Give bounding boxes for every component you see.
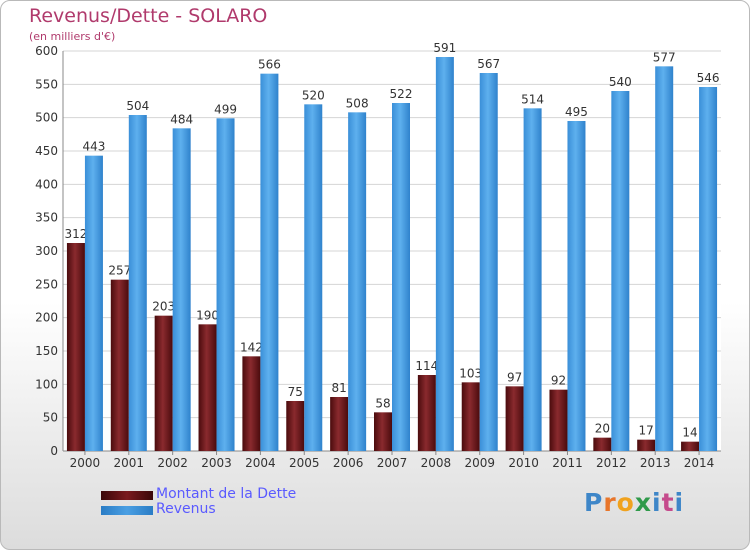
debt-bar	[286, 401, 305, 451]
revenue-bar	[172, 128, 191, 451]
revenue-bar	[479, 73, 498, 451]
data-label: 508	[346, 96, 369, 110]
debt-bar	[154, 315, 173, 451]
data-label: 499	[214, 102, 237, 116]
revenue-bar	[611, 91, 630, 451]
data-label: 495	[565, 105, 588, 119]
data-label: 566	[258, 58, 281, 72]
legend-label-debt: Montant de la Dette	[156, 486, 297, 502]
data-label: 17	[639, 424, 654, 438]
revenue-bar	[523, 108, 542, 451]
x-tick-label: 2000	[70, 456, 101, 470]
x-tick-label: 2011	[552, 456, 583, 470]
data-label: 567	[477, 57, 500, 71]
x-tick-label: 2002	[157, 456, 188, 470]
x-tick-label: 2005	[289, 456, 320, 470]
data-label: 484	[170, 112, 193, 126]
debt-bar	[198, 324, 217, 451]
legend-swatch-debt	[101, 491, 153, 500]
y-tick-label: 350	[35, 211, 58, 225]
revenue-bar	[348, 112, 367, 451]
proxiti-logo: Proxiti	[584, 488, 685, 517]
debt-bar	[66, 243, 85, 451]
data-label: 312	[64, 227, 87, 241]
data-label: 97	[507, 370, 522, 384]
debt-bar	[330, 397, 349, 451]
data-label: 81	[331, 381, 346, 395]
data-label: 504	[126, 99, 149, 113]
x-tick-label: 2009	[464, 456, 495, 470]
x-tick-label: 2014	[684, 456, 715, 470]
data-label: 20	[595, 422, 610, 436]
data-label: 591	[433, 41, 456, 55]
x-tick-label: 2012	[596, 456, 627, 470]
x-tick-label: 2008	[421, 456, 452, 470]
data-label: 257	[108, 264, 131, 278]
data-label: 546	[697, 71, 720, 85]
x-tick-label: 2013	[640, 456, 671, 470]
revenue-bar	[84, 155, 103, 451]
data-label: 443	[82, 140, 105, 154]
debt-bar	[681, 441, 700, 451]
revenue-bar	[699, 87, 718, 451]
y-tick-label: 600	[35, 44, 58, 58]
data-label: 114	[415, 359, 438, 373]
y-tick-label: 300	[35, 244, 58, 258]
y-tick-label: 500	[35, 111, 58, 125]
x-tick-label: 2006	[333, 456, 364, 470]
x-tick-label: 2001	[114, 456, 145, 470]
y-tick-label: 550	[35, 77, 58, 91]
data-label: 92	[551, 374, 566, 388]
debt-bar	[417, 375, 436, 451]
revenue-bar	[216, 118, 235, 451]
y-tick-label: 450	[35, 144, 58, 158]
revenue-bar	[304, 104, 323, 451]
revenue-bar	[655, 66, 674, 451]
revenue-bar	[128, 115, 147, 451]
x-tick-label: 2010	[508, 456, 539, 470]
data-label: 520	[302, 88, 325, 102]
revenue-bar	[567, 121, 586, 451]
x-tick-label: 2003	[201, 456, 232, 470]
debt-bar	[110, 279, 129, 451]
revenue-bar	[435, 57, 454, 451]
debt-bar	[637, 439, 656, 451]
debt-bar	[242, 356, 261, 451]
debt-bar	[593, 437, 612, 451]
data-label: 75	[288, 385, 303, 399]
chart-title: Revenus/Dette - SOLARO	[29, 5, 268, 27]
legend-swatch-revenue	[101, 506, 153, 515]
y-tick-label: 0	[50, 444, 58, 458]
x-tick-label: 2004	[245, 456, 276, 470]
data-label: 58	[375, 396, 390, 410]
data-label: 514	[521, 92, 544, 106]
debt-bar	[374, 412, 392, 451]
data-label: 577	[653, 50, 676, 64]
x-tick-label: 2007	[377, 456, 408, 470]
debt-bar	[461, 382, 480, 451]
y-tick-label: 200	[35, 311, 58, 325]
debt-bar	[549, 389, 568, 451]
revenue-bar	[392, 103, 410, 451]
data-label: 540	[609, 75, 632, 89]
data-label: 190	[196, 308, 219, 322]
data-label: 203	[152, 300, 175, 314]
y-tick-label: 100	[35, 377, 58, 391]
data-label: 142	[240, 340, 263, 354]
y-tick-label: 150	[35, 344, 58, 358]
data-label: 103	[459, 366, 482, 380]
y-tick-label: 50	[43, 411, 58, 425]
chart-subtitle: (en milliers d'€)	[29, 30, 116, 43]
y-tick-label: 400	[35, 177, 58, 191]
y-tick-label: 250	[35, 277, 58, 291]
data-label: 522	[390, 87, 413, 101]
debt-bar	[505, 386, 524, 451]
revenue-bar	[260, 73, 279, 452]
data-label: 14	[682, 426, 697, 440]
legend-label-revenue: Revenus	[156, 501, 216, 517]
